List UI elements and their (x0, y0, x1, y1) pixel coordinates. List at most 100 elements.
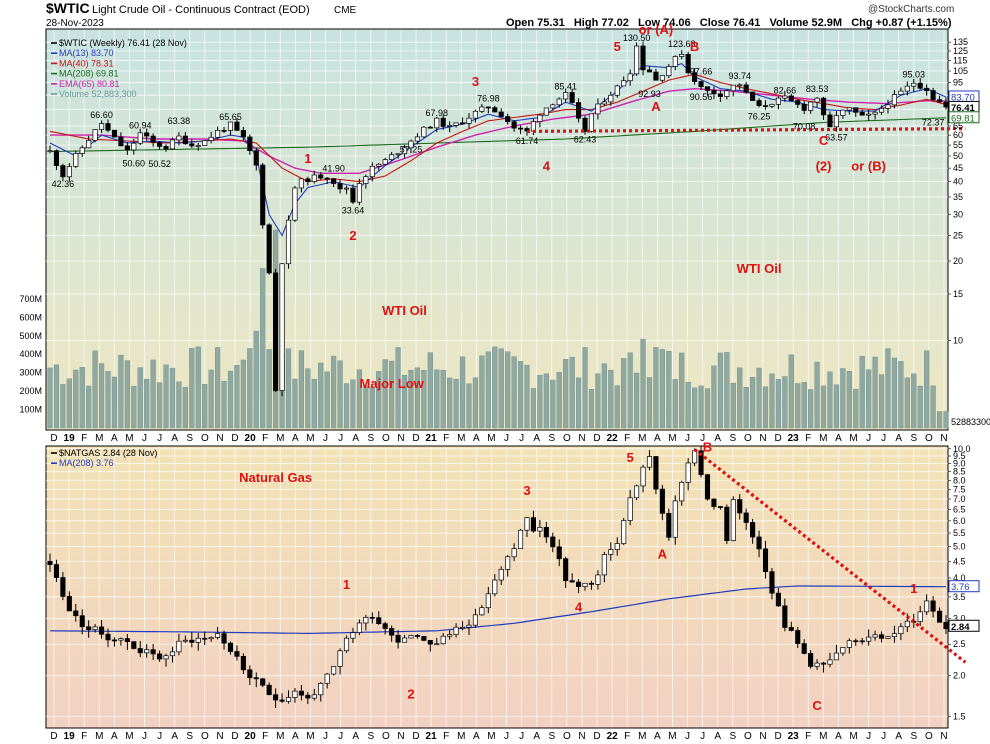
candle-body (672, 500, 678, 538)
time-tick-label: S (729, 731, 736, 742)
natgas-vertical-grid (53, 447, 945, 727)
price-annotation: 66.60 (90, 110, 113, 120)
candle-body (137, 648, 143, 654)
candle-body (872, 634, 878, 638)
volume-bar (827, 371, 833, 429)
time-tick-label: S (910, 433, 917, 444)
legend-entry: MA(40) 78.31 (59, 58, 114, 68)
time-tick-label: N (216, 433, 223, 444)
candle-body (820, 662, 827, 665)
candle-body (621, 80, 627, 87)
candle-body (447, 634, 453, 637)
candle-body (99, 123, 105, 130)
candle-body (459, 626, 466, 629)
volume-bar (350, 379, 356, 429)
volume-bar (556, 371, 562, 429)
candle-body (66, 166, 72, 178)
volume-bar (47, 367, 53, 429)
volume-bar (118, 354, 124, 429)
time-tick-label: N (397, 433, 404, 444)
volume-bar (530, 388, 537, 429)
volume-bar (163, 364, 169, 429)
candle-body (227, 642, 234, 652)
price-tick-label: 8.5 (953, 467, 966, 477)
candle-body (131, 641, 137, 649)
volume-bar (498, 348, 504, 429)
time-tick-label: N (759, 433, 766, 444)
candle-body (930, 90, 936, 101)
candle-body (679, 54, 685, 57)
candle-body (698, 81, 704, 88)
candle-body (376, 617, 382, 624)
time-tick-label: 20 (245, 731, 257, 742)
candle-body (189, 639, 195, 643)
wti-annotations: 66.60 60.94 63.38 65.65 42.36 50.60 50.52 41.90… (52, 22, 945, 391)
candle-body (202, 140, 208, 146)
time-tick-label: J (338, 731, 343, 742)
candle-body (305, 694, 311, 699)
volume-bar (292, 378, 298, 429)
time-tick-label: F (443, 731, 449, 742)
time-tick-label: M (849, 731, 857, 742)
volume-bar (537, 375, 543, 429)
candle-body (279, 699, 285, 702)
candle-body (111, 639, 118, 642)
time-tick-label: N (759, 731, 766, 742)
candle-body (698, 450, 704, 476)
volume-bar (659, 349, 665, 429)
candle-body (144, 132, 150, 137)
volume-bar (853, 388, 859, 429)
time-tick-label: F (443, 433, 449, 444)
candle-body (485, 593, 491, 609)
header-date: 28-Nov-2023 (46, 18, 104, 29)
time-tick-label: M (668, 433, 676, 444)
wave-label: Natural Gas (239, 470, 312, 485)
volume-bar (614, 385, 620, 429)
header-ohlc: Open 75.31 High 77.02 Low 74.06 Close 76… (506, 17, 952, 29)
time-tick-label: S (548, 433, 555, 444)
time-tick-label: N (397, 731, 404, 742)
time-tick-label: F (81, 433, 87, 444)
price-annotation: 83.53 (806, 84, 829, 94)
volume-bar (704, 388, 711, 429)
price-annotation: 97.66 (690, 66, 713, 76)
candle-body (711, 90, 717, 95)
volume-bar (253, 330, 259, 429)
volume-tick-label: 600M (19, 312, 42, 322)
price-tick-label: 125 (953, 46, 968, 56)
volume-bar (666, 351, 672, 429)
candle-body (73, 610, 79, 617)
time-tick-label: J (504, 731, 509, 742)
candle-body (685, 54, 691, 74)
price-tick-label: 45 (953, 163, 963, 173)
candle-body (543, 107, 549, 116)
time-tick-label: S (910, 731, 917, 742)
price-tick-label: 115 (953, 56, 967, 66)
candle-body (266, 684, 272, 696)
candle-body (260, 678, 266, 686)
wave-label: 1 (910, 581, 917, 596)
candle-body (717, 93, 723, 97)
price-tick-label: 4.5 (953, 556, 966, 566)
price-annotation: 72.37 (922, 118, 945, 128)
volume-bar (936, 411, 943, 429)
candle-body (208, 637, 214, 640)
last-value-box (948, 111, 980, 124)
candle-body (247, 669, 253, 679)
candle-body (801, 643, 807, 654)
volume-bar (459, 356, 466, 429)
volume-bar (408, 370, 414, 429)
candle-body (92, 129, 98, 141)
time-tick-label: N (578, 731, 585, 742)
time-tick-label: A (292, 433, 299, 444)
candle-body (634, 485, 640, 499)
candle-body (924, 600, 930, 613)
candle-body (99, 626, 105, 635)
last-value-label: 2.84 (951, 622, 970, 633)
volume-bar (898, 361, 904, 429)
time-tick-label: F (805, 731, 811, 742)
candle-body (704, 474, 711, 500)
volume-bar (363, 385, 369, 429)
price-annotation: 33.64 (342, 205, 365, 215)
